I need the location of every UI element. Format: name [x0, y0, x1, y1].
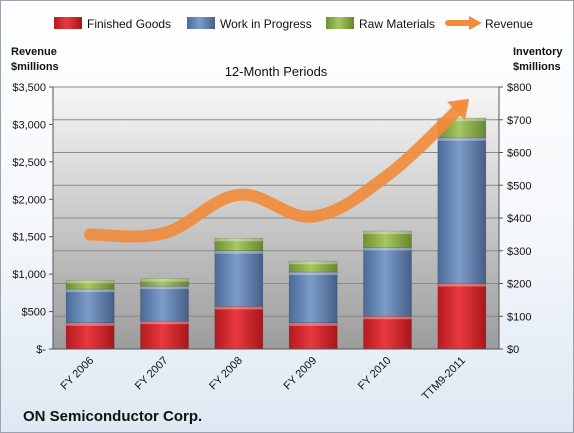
bar-work-in-progress-top: [363, 247, 412, 251]
legend-label-raw-materials: Raw Materials: [359, 17, 435, 31]
legend-label-finished-goods: Finished Goods: [87, 17, 171, 31]
right-tick-label: $500: [507, 180, 531, 192]
right-tick-label: $700: [507, 115, 531, 127]
left-axis-label-line2: $millions: [11, 61, 59, 73]
bar-raw-materials-top: [437, 118, 486, 122]
x-tick-label: FY 2007: [133, 355, 171, 393]
legend-swatch-revenue: [445, 16, 482, 30]
bar-work-in-progress-top: [214, 250, 263, 254]
chart-title: 12-Month Periods: [225, 64, 328, 79]
revenue-arrow-head: [447, 98, 470, 121]
right-tick-label: $0: [507, 344, 519, 356]
x-tick-label: TTM9-2011: [420, 355, 468, 403]
left-tick-label: $500: [22, 307, 46, 319]
bar-finished-goods-top: [289, 322, 338, 326]
right-tick-label: $400: [507, 213, 531, 225]
bar-raw-materials-top: [363, 231, 412, 235]
bar-work-in-progress: [214, 250, 264, 307]
legend-swatch-finished-goods: [54, 17, 82, 29]
company-name: ON Semiconductor Corp.: [23, 408, 202, 425]
bar-work-in-progress: [363, 247, 412, 317]
legend-swatch-work-in-progress: [187, 17, 215, 29]
revenue-line-path: [84, 99, 468, 243]
right-tick-label: $600: [507, 148, 531, 160]
bars: [65, 117, 487, 350]
bar-raw-materials: [288, 260, 338, 273]
left-tick-label: $1,000: [12, 269, 46, 281]
bar-work-in-progress: [437, 137, 487, 284]
legend: Finished Goods Work in Progress Raw Mate…: [54, 16, 533, 31]
x-tick-labels: FY 2006 FY 2007 FY 2008 FY 2009 FY 2010 TTM9-…: [59, 355, 468, 403]
revenue-line: [84, 98, 470, 243]
bar-raw-materials: [363, 230, 412, 248]
bar-finished-goods-top: [437, 283, 486, 287]
right-tick-labels: $0 $100 $200 $300 $400 $500 $600 $700 $800: [499, 82, 531, 356]
x-tick-label: FY 2008: [207, 355, 245, 393]
bar-finished-goods: [214, 306, 264, 350]
bar-raw-materials: [140, 278, 189, 287]
bar-finished-goods: [140, 320, 189, 350]
bar-finished-goods: [363, 315, 412, 350]
bar-finished-goods: [437, 283, 487, 350]
bar-finished-goods-top: [363, 316, 412, 320]
bar-finished-goods: [65, 322, 115, 350]
right-tick-label: $300: [507, 246, 531, 258]
bar-raw-materials-top: [214, 238, 263, 242]
x-tick-label: FY 2010: [356, 355, 394, 393]
left-tick-label: $3,500: [12, 82, 46, 94]
bar-finished-goods-top: [140, 321, 189, 325]
left-tick-label: $1,500: [12, 232, 46, 244]
gridlines: [53, 86, 499, 317]
right-axis-label-line2: $millions: [513, 61, 561, 73]
bar-raw-materials-top: [289, 261, 338, 265]
left-tick-label: $2,000: [12, 194, 46, 206]
left-tick-label: $2,500: [12, 157, 46, 169]
bar-raw-materials-top: [140, 278, 189, 282]
legend-label-revenue: Revenue: [485, 17, 533, 31]
left-axis-label-line1: Revenue: [11, 46, 57, 58]
right-axis-label-line1: Inventory: [513, 46, 563, 58]
legend-swatch-raw-materials: [326, 17, 354, 29]
bar-work-in-progress: [288, 271, 338, 324]
bar-work-in-progress-top: [437, 137, 486, 141]
bar-finished-goods: [288, 322, 338, 350]
left-tick-label: $-: [36, 344, 46, 356]
x-tick-label: FY 2009: [282, 355, 320, 393]
bar-raw-materials: [214, 238, 264, 252]
x-tick-label: FY 2006: [59, 355, 97, 393]
bar-raw-materials: [65, 279, 115, 290]
bar-work-in-progress: [140, 285, 189, 322]
bar-work-in-progress-top: [289, 272, 338, 276]
left-tick-label: $3,000: [12, 119, 46, 131]
right-tick-label: $200: [507, 279, 531, 291]
left-tick-labels: $- $500 $1,000 $1,500 $2,000 $2,500 $3,000 $3,5…: [12, 82, 53, 356]
bar-work-in-progress-top: [140, 286, 189, 290]
bar-finished-goods-top: [214, 306, 263, 310]
bar-work-in-progress-top: [66, 289, 115, 293]
legend-label-work-in-progress: Work in Progress: [220, 17, 312, 31]
right-tick-label: $100: [507, 311, 531, 323]
bar-finished-goods-top: [66, 322, 115, 326]
right-tick-label: $800: [507, 82, 531, 94]
bar-work-in-progress: [65, 288, 115, 324]
bar-raw-materials-top: [66, 280, 115, 284]
